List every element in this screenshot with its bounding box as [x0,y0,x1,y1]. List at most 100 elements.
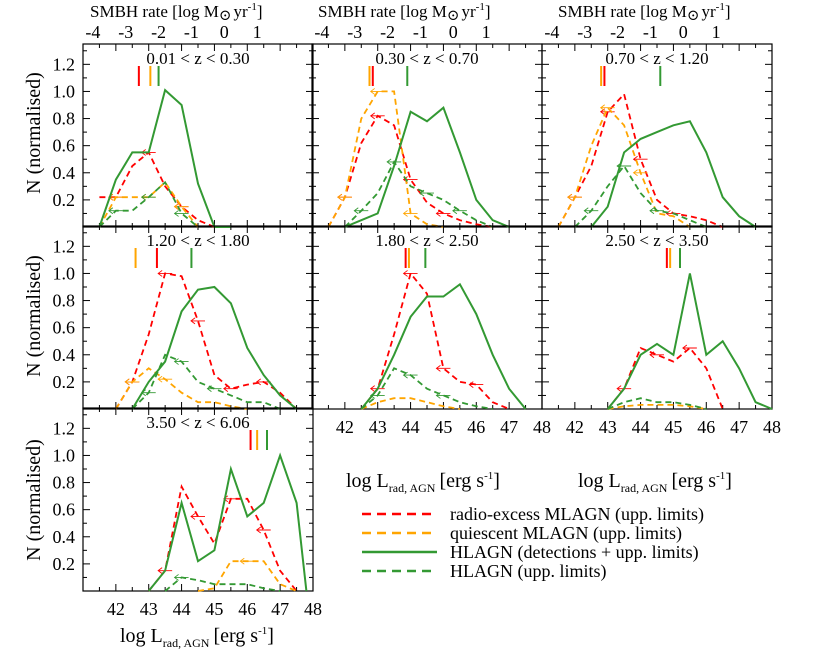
panel-3: -4 -3 -2 -1 0 10.70 < z < 1.20 [541,22,773,228]
panel-2: -4 -3 -2 -1 0 10.30 < z < 0.70 [311,22,543,228]
x-tick-label: 46 [467,417,485,437]
redshift-label: 2.50 < z < 3.50 [605,231,708,250]
upper-limit-arrow [190,513,205,520]
panel-frame [82,43,314,228]
top-tick-label: 0 [679,22,688,42]
svg-text:log Lrad, AGN[erg s-1]: log Lrad, AGN [erg s-1] [346,470,500,495]
top-tick-label: -3 [347,22,362,42]
y-tick-label: 1.2 [53,236,76,256]
y-tick-label: 0.8 [53,473,76,493]
series-line [327,90,444,228]
series-line [115,272,298,410]
top-tick-label: -4 [544,22,559,42]
redshift-label: 1.80 < z < 2.50 [375,231,478,250]
upper-limit-arrow [206,385,222,393]
top-tick-label: 0 [220,22,229,42]
x-tick-label: 43 [369,417,387,437]
svg-text:SMBH rate [log M⊙yr-1]: SMBH rate [log M⊙ yr-1] [318,1,491,24]
series-line [574,164,707,228]
panel-5: 42 43 44 45 46 47 48 1.80 < z < 2.50 [311,225,551,437]
upper-limit-arrow [649,207,664,215]
svg-text:log Lrad, AGN[erg s-1]: log Lrad, AGN [erg s-1] [120,625,274,650]
upper-limit-arrow [649,351,664,359]
upper-limit-arrow [369,88,385,95]
series-line [98,88,231,228]
top-tick-label: -4 [85,22,100,42]
redshift-label: 1.20 < z < 1.80 [146,231,249,250]
upper-limit-arrow [632,169,648,177]
panel-frame [311,43,543,228]
x-tick-label: 45 [205,599,223,619]
upper-limit-arrow [435,364,451,372]
top-tick-label: -2 [151,22,166,42]
legend-item-radio-excess: radio-excess MLAGN (upp. limits) [362,504,704,525]
svg-text:log Lrad, AGN[erg s-1]: log Lrad, AGN [erg s-1] [578,470,732,495]
upper-limit-arrow [108,207,123,215]
series-line [344,160,494,228]
x-tick-label: 47 [271,599,289,619]
top-tick-label: -1 [643,22,658,42]
upper-limit-arrow [190,317,205,325]
top-tick-label: -3 [577,22,592,42]
y-axis-label-row-2: N (normalised) [23,255,45,377]
series-line [557,106,691,228]
top-axis-label-2: SMBH rate [log M⊙ yr-1] [318,1,491,24]
upper-limit-arrow [599,104,615,112]
legend-item-hlagn-all: HLAGN (detections + upp. limits) [362,542,699,563]
x-axis-label-col-2: log Lrad, AGN [erg s-1] [346,470,500,495]
y-tick-label: 0.8 [53,109,76,129]
legend-label-quiescent: quiescent MLAGN (upp. limits) [450,523,682,544]
upper-limit-arrow [386,158,402,166]
top-tick-label: -2 [380,22,395,42]
legend-label-radio-excess: radio-excess MLAGN (upp. limits) [450,504,704,525]
panel-1: 0.2 0.4 0.6 0.8 1.0 1.2 -4 -3 -2 -1 0 10.01 < z < 0… [53,22,314,228]
top-tick-label: 1 [253,22,262,42]
series-line [131,353,281,410]
top-tick-label: -2 [610,22,625,42]
y-tick-label: 1.0 [53,81,76,101]
x-tick-label: 42 [107,599,125,619]
x-tick-label: 43 [599,417,617,437]
upper-limit-arrow [157,270,173,277]
upper-limit-arrow [402,210,418,217]
panel-7: 0.2 0.4 0.6 0.8 1.0 1.2 42 43 44 45 46 47 48 3.50 < z… [53,407,322,619]
series-line [99,150,215,228]
top-axis-label-1: SMBH rate [log M⊙ yr-1] [90,1,263,24]
upper-limit-arrow [255,526,271,534]
y-tick-label: 0.6 [53,318,76,338]
x-tick-label: 48 [763,417,781,437]
upper-limit-arrow [173,574,189,581]
y-tick-label: 0.8 [53,291,76,311]
x-tick-label: 44 [173,599,191,619]
panel-frame [541,225,773,410]
panel-6: 42 43 44 45 46 47 48 2.50 < z < 3.50 [541,225,781,437]
x-tick-label: 47 [500,417,518,437]
upper-limit-arrow [435,392,451,399]
y-tick-label: 1.0 [53,445,76,465]
legend-label-hlagn-all: HLAGN (detections + upp. limits) [450,542,699,563]
y-tick-label: 0.6 [53,500,76,520]
legend-label-hlagn-upp: HLAGN (upp. limits) [450,561,607,582]
y-tick-label: 0.4 [53,345,76,365]
top-tick-label: -3 [118,22,133,42]
upper-limit-arrow [337,193,352,201]
series-line [360,282,527,410]
top-tick-label: -1 [413,22,428,42]
y-tick-label: 1.2 [53,54,76,74]
series-line [607,397,707,410]
series-line [131,285,298,410]
y-tick-label: 1.0 [53,263,76,283]
upper-limit-arrow [402,371,418,379]
y-axis-label-row-1: N (normalised) [23,72,45,194]
y-tick-label: 0.2 [53,554,76,574]
upper-limit-arrow [468,381,484,388]
upper-limit-arrow [369,112,385,120]
upper-limit-arrow [435,210,451,217]
upper-limit-arrow [419,189,434,197]
series-line [590,120,757,228]
series-line [606,273,773,410]
upper-limit-arrow [140,389,156,397]
panel-4: 0.2 0.4 0.6 0.8 1.0 1.2 1.20 < z < 1.80 [53,225,314,410]
y-tick-label: 0.2 [53,372,76,392]
series-line [344,106,510,228]
